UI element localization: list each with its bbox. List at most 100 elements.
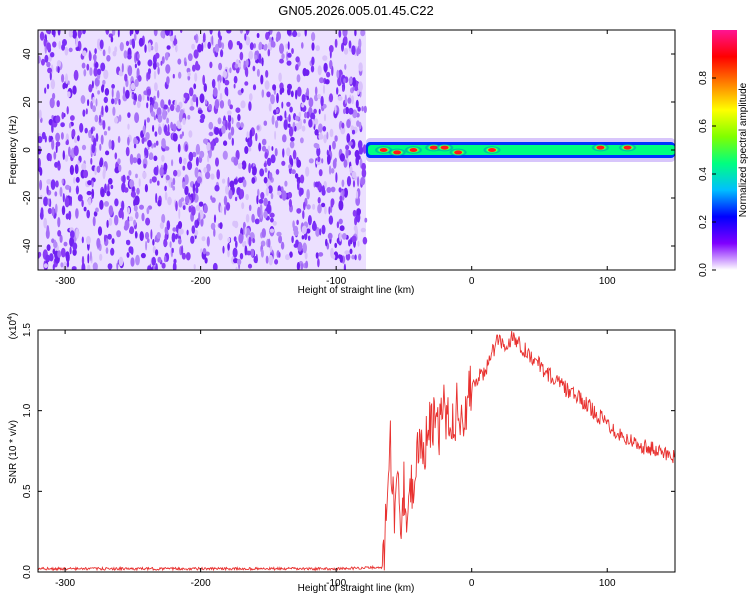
noise-speckle [155, 52, 160, 59]
noise-speckle [214, 127, 220, 135]
noise-speckle [70, 115, 75, 121]
noise-speckle [306, 189, 310, 200]
noise-speckle [144, 231, 150, 240]
noise-speckle [354, 149, 360, 159]
noise-speckle [251, 213, 255, 223]
noise-speckle [72, 85, 77, 95]
noise-speckle [275, 169, 280, 175]
noise-speckle [332, 140, 336, 150]
noise-speckle [295, 64, 299, 71]
noise-speckle [130, 30, 134, 35]
noise-speckle [253, 256, 258, 264]
noise-speckle [144, 184, 148, 193]
noise-speckle [152, 61, 157, 70]
noise-speckle [282, 134, 287, 143]
noise-speckle [186, 67, 191, 74]
noise-speckle [240, 88, 244, 94]
noise-speckle [73, 69, 79, 81]
noise-speckle [57, 250, 62, 258]
noise-speckle [146, 207, 150, 215]
noise-speckle [226, 30, 232, 34]
noise-speckle [139, 204, 144, 210]
noise-speckle [263, 197, 268, 207]
noise-speckle [328, 165, 332, 175]
noise-speckle [176, 169, 182, 177]
noise-speckle [108, 205, 114, 217]
noise-speckle [348, 40, 352, 49]
noise-speckle [321, 224, 326, 235]
noise-speckle [57, 66, 60, 74]
noise-speckle [151, 256, 156, 266]
noise-speckle [93, 67, 98, 77]
noise-speckle [289, 141, 295, 149]
noise-speckle [233, 83, 236, 89]
noise-speckle [211, 35, 214, 46]
noise-speckle [174, 99, 177, 109]
noise-speckle [101, 105, 104, 116]
noise-speckle [254, 218, 260, 225]
noise-speckle [263, 120, 268, 126]
noise-speckle [206, 236, 210, 247]
noise-speckle [226, 110, 232, 116]
noise-speckle [305, 166, 310, 177]
noise-speckle [311, 31, 316, 42]
noise-speckle [198, 201, 204, 207]
noise-speckle [46, 244, 51, 252]
noise-speckle [173, 258, 177, 264]
snr-panel: -300 -200 -100 0 100 0.0 0.5 1.0 1.5 Height of … [7, 313, 676, 594]
noise-speckle [339, 153, 345, 162]
noise-speckle [300, 263, 304, 270]
noise-speckle [43, 38, 47, 47]
noise-speckle [347, 97, 352, 104]
noise-speckle [362, 236, 368, 245]
noise-speckle [253, 43, 256, 49]
noise-speckle [85, 108, 88, 115]
noise-speckle [91, 143, 96, 154]
noise-speckle [263, 210, 268, 219]
noise-speckle [238, 42, 243, 50]
noise-speckle [348, 107, 354, 115]
noise-speckle [240, 100, 246, 109]
noise-speckle [237, 177, 244, 184]
noise-speckle [320, 95, 324, 107]
noise-speckle [167, 106, 170, 113]
noise-speckle [235, 66, 240, 74]
noise-speckle [277, 190, 282, 196]
noise-speckle [233, 75, 238, 84]
noise-speckle [304, 252, 308, 260]
noise-speckle [292, 149, 297, 160]
noise-speckle [73, 177, 76, 184]
noise-speckle [149, 96, 153, 103]
noise-speckle [75, 185, 79, 195]
noise-speckle [252, 84, 257, 91]
noise-speckle [154, 82, 158, 92]
noise-speckle [116, 262, 119, 270]
noise-speckle [307, 235, 311, 241]
noise-speckle [255, 132, 258, 142]
noise-speckle [258, 142, 262, 152]
noise-speckle [290, 90, 294, 98]
noise-speckle [308, 158, 314, 164]
noise-speckle [126, 175, 130, 181]
noise-speckle [92, 262, 98, 270]
x-tick-label: 100 [599, 578, 616, 589]
noise-speckle [311, 42, 315, 51]
noise-speckle [256, 195, 259, 205]
noise-speckle [244, 81, 249, 86]
noise-speckle [56, 60, 62, 68]
noise-speckle [111, 30, 116, 36]
noise-speckle [114, 116, 118, 124]
noise-speckle [270, 39, 274, 48]
noise-speckle [194, 167, 199, 178]
noise-speckle [134, 112, 140, 124]
noise-speckle [338, 200, 344, 211]
noise-speckle [178, 71, 182, 79]
noise-speckle [144, 147, 148, 156]
noise-speckle [221, 125, 226, 134]
noise-speckle [70, 196, 72, 207]
noise-speckle [59, 186, 63, 197]
noise-speckle [343, 47, 349, 55]
noise-speckle [317, 203, 322, 214]
noise-speckle [187, 75, 191, 81]
noise-speckle [288, 164, 292, 169]
